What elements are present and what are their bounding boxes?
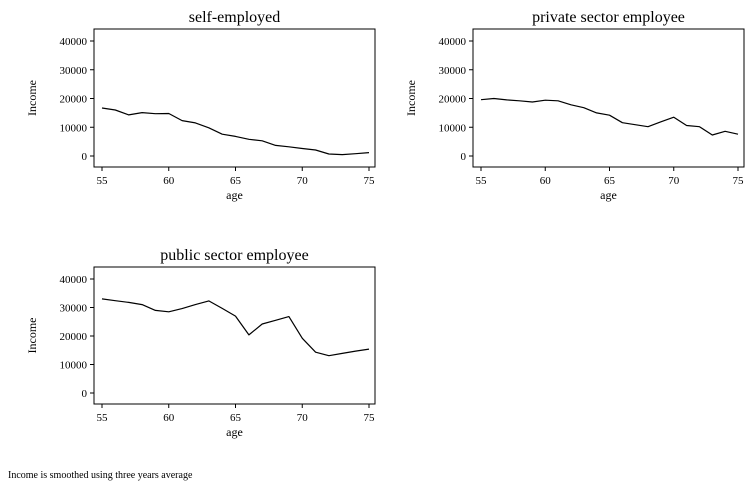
y-tick-label: 20000 (60, 94, 88, 106)
y-tick-label: 30000 (439, 65, 467, 77)
y-tick-label: 0 (461, 151, 467, 163)
chart-title: self-employed (189, 9, 281, 26)
x-axis-label: age (600, 188, 617, 202)
x-tick-label: 65 (604, 175, 616, 187)
series-line (101, 107, 370, 156)
chart-panel-2: private sector employee 0 10000 20000 30000 4… (404, 9, 745, 202)
x-tick-label: 55 (97, 412, 109, 424)
x-tick-label: 75 (364, 412, 376, 424)
y-axis-label: Income (404, 80, 418, 116)
x-axis-label: age (226, 425, 243, 439)
y-tick-label: 20000 (60, 331, 88, 343)
x-tick-label: 60 (540, 175, 552, 187)
plot-frame (93, 266, 376, 405)
y-tick-label: 0 (82, 151, 88, 163)
y-tick-label: 30000 (60, 65, 88, 77)
y-axis-label: Income (25, 80, 39, 116)
y-tick-label: 0 (82, 388, 88, 400)
chart-panel-3: public sector employee 0 10000 20000 30000 40… (25, 247, 376, 439)
x-tick-label: 60 (163, 412, 175, 424)
x-tick-label: 75 (364, 175, 376, 187)
y-tick-label: 20000 (439, 94, 467, 106)
plot-frame (472, 28, 745, 168)
x-tick-label: 65 (230, 412, 242, 424)
y-axis-label: Income (25, 318, 39, 354)
figure: self-employed 0 10000 20000 30000 40000 55 60 65… (25, 9, 745, 439)
chart-title: private sector employee (532, 9, 685, 26)
chart-title: public sector employee (160, 247, 308, 264)
series-line (480, 97, 739, 136)
x-tick-label: 70 (297, 412, 309, 424)
x-tick-label: 70 (297, 175, 309, 187)
x-tick-label: 55 (476, 175, 488, 187)
y-tick-label: 10000 (60, 360, 88, 372)
y-tick-label: 40000 (439, 36, 467, 48)
x-tick-label: 70 (668, 175, 680, 187)
figure-note: Income is smoothed using three years ave… (8, 470, 193, 481)
series-line (101, 298, 370, 357)
y-tick-label: 40000 (60, 36, 88, 48)
chart-panel-1: self-employed 0 10000 20000 30000 40000 55 60 65… (25, 9, 376, 202)
y-tick-label: 10000 (60, 122, 88, 134)
y-tick-label: 10000 (439, 122, 467, 134)
x-tick-label: 55 (97, 175, 109, 187)
x-tick-label: 75 (733, 175, 745, 187)
plot-frame (93, 28, 376, 168)
x-tick-label: 65 (230, 175, 242, 187)
x-axis-label: age (226, 188, 243, 202)
x-tick-label: 60 (163, 175, 175, 187)
y-tick-label: 40000 (60, 274, 88, 286)
y-tick-label: 30000 (60, 303, 88, 315)
